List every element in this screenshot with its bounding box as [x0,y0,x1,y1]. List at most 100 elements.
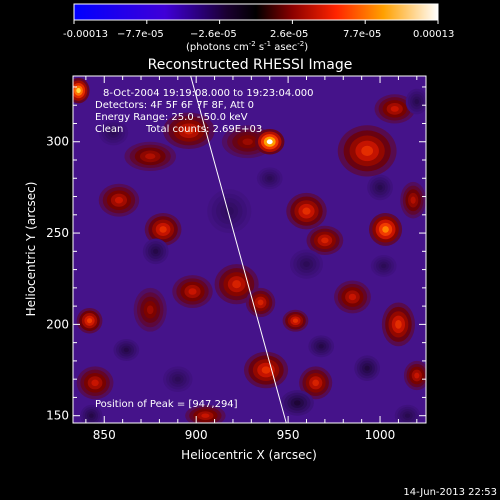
emission-blob [255,128,285,155]
emission-blob [394,404,421,423]
emission-contour [114,196,124,204]
emission-blob [400,181,426,219]
emission-contour [110,130,117,136]
emission-blob [354,355,381,381]
emission-blob [337,125,397,177]
annotation-peak-position: Position of Peak = [947,294] [95,399,238,410]
emission-contour [257,299,264,306]
annotation-total-counts: Total counts: 2.69E+03 [145,124,262,135]
emission-contour [414,372,420,379]
emission-contour [414,99,420,105]
emission-contour [232,280,242,289]
colorbar-tick-label: 2.6e-05 [270,29,308,40]
colorbar-tick-label: −2.6e-05 [190,29,237,40]
colorbar [73,3,439,21]
colorbar-tick-label: 0.00013 [413,29,454,40]
emission-contour [377,184,383,190]
annotation-energy-range: Energy Range: 25.0 - 50.0 keV [95,112,248,123]
emission-blob [334,280,371,314]
y-tick-label: 200 [46,317,69,331]
emission-contour [410,196,416,204]
generation-timestamp: 14-Jun-2013 22:53 [403,487,497,498]
emission-blob [142,238,169,265]
emission-blob [124,141,176,171]
emission-contour [86,318,93,324]
emission-blob [299,366,333,400]
emission-blob [306,225,344,255]
emission-contour [292,318,299,323]
emission-contour [174,376,181,382]
x-tick-label: 900 [185,428,208,442]
plot-frame [72,75,427,424]
emission-contour [76,88,81,94]
emission-features [73,77,426,423]
emission-blob [133,287,167,332]
emission-blob [207,189,252,234]
axis-tick-labels: 850 900 950 1000 150 200 250 300 [46,135,395,442]
emission-blob [280,390,314,416]
emission-contour [89,413,94,418]
emission-blob [163,366,193,392]
colorbar-unit-label: (photons cm-2 s-1 asec-2) [186,40,308,53]
emission-blob [113,338,140,361]
annotation-detectors: Detectors: 4F 5F 6F 7F 8F, Att 0 [95,100,254,111]
x-tick-label: 850 [93,428,116,442]
emission-blob [76,366,114,400]
x-tick-label: 950 [277,428,300,442]
emission-contour [261,366,271,374]
emission-contour [123,347,129,353]
emission-contour [242,138,253,146]
emission-blob [163,112,215,150]
emission-blob [98,183,140,217]
colorbar-ticks [73,20,439,24]
emission-contour [266,139,273,145]
emission-contour [405,413,411,418]
annotation-clean: Clean [95,124,123,135]
emission-contour [395,319,402,329]
emission-contour [145,153,156,160]
emission-contour [381,263,387,269]
emission-contour [390,105,399,112]
emission-contour [188,288,197,295]
emission-contour [364,365,370,371]
axis-ticks [73,76,426,423]
y-axis-title: Heliocentric Y (arcsec) [24,182,38,317]
colorbar-tick-label: −7.7e-05 [117,29,164,40]
solar-limb-line [190,76,287,423]
colorbar-tick-label: -0.00013 [63,29,108,40]
chart-title: Reconstructed RHESSI Image [148,57,353,73]
y-tick-label: 150 [46,409,69,423]
emission-blob [403,360,426,391]
emission-contour [159,226,167,233]
emission-contour [153,248,159,254]
annotation-block: 8-Oct-2004 19:19:08.000 to 19:23:04.000 … [95,88,314,410]
emission-contour [267,176,273,181]
emission-blob [76,307,103,334]
emission-contour [91,379,99,387]
emission-blob [367,174,393,201]
emission-contour [201,413,210,418]
x-axis-title: Heliocentric X (arcsec) [181,448,317,462]
emission-contour [183,127,194,135]
emission-blob [172,275,213,308]
emission-contour [146,305,154,315]
emission-contour [361,145,374,156]
emission-contour [321,237,329,244]
emission-blob [308,335,335,358]
emission-contour [293,400,301,406]
emission-contour [224,206,234,216]
emission-blob [256,167,283,190]
emission-contour [382,226,389,233]
annotation-time-range: 8-Oct-2004 19:19:08.000 to 19:23:04.000 [103,88,314,99]
emission-contour [312,379,319,387]
emission-contour [348,293,357,301]
emission-blob [381,302,415,347]
emission-blob [185,404,226,423]
emission-blob [80,404,103,423]
emission-blob [405,88,426,115]
emission-blob [282,309,309,332]
emission-blob [144,212,182,246]
emission-contour [303,261,310,268]
x-tick-label: 1000 [365,428,396,442]
y-tick-label: 250 [46,226,69,240]
